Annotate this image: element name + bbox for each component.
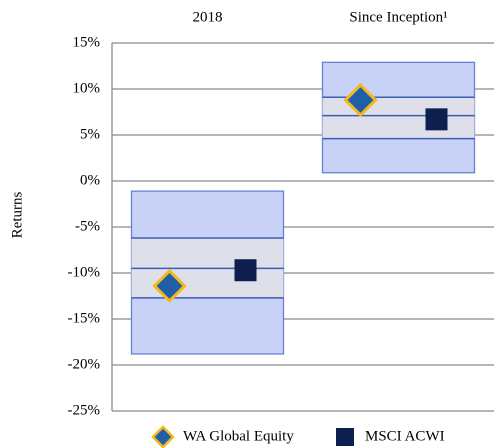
legend-marker xyxy=(151,425,175,448)
y-tick-label: 5% xyxy=(80,126,100,142)
y-tick-label: 15% xyxy=(73,34,101,50)
range-band xyxy=(322,97,475,139)
y-tick-label: -10% xyxy=(68,264,101,280)
marker-diamond xyxy=(152,268,187,304)
y-tick-label: -15% xyxy=(68,310,101,326)
x-tick-label: 2018 xyxy=(193,9,223,25)
legend-label: MSCI ACWI xyxy=(365,428,445,444)
marker-square xyxy=(425,108,448,131)
y-axis-label: Returns xyxy=(9,192,25,239)
legend-label: WA Global Equity xyxy=(183,428,294,444)
y-tick-label: 10% xyxy=(73,80,101,96)
legend-marker xyxy=(336,428,354,446)
y-tick-label: -20% xyxy=(68,356,101,372)
marker-diamond xyxy=(343,82,378,118)
x-tick-label: Since Inception¹ xyxy=(349,9,447,25)
y-tick-label: -25% xyxy=(68,402,101,418)
y-tick-label: -5% xyxy=(75,218,100,234)
marker-square xyxy=(234,259,257,282)
y-tick-label: 0% xyxy=(80,172,100,188)
